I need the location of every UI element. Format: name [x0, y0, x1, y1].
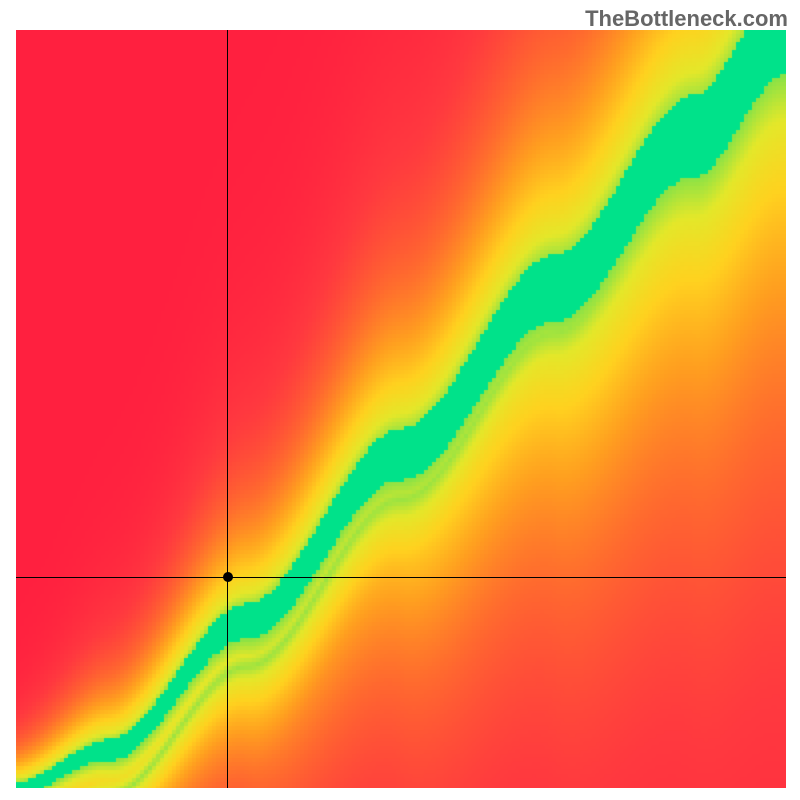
plot-area — [16, 30, 786, 788]
watermark-label: TheBottleneck.com — [585, 6, 788, 32]
crosshair-horizontal — [16, 577, 786, 578]
crosshair-vertical — [227, 30, 228, 788]
chart-container: TheBottleneck.com — [0, 0, 800, 800]
crosshair-marker — [223, 572, 233, 582]
heatmap-canvas — [16, 30, 786, 788]
